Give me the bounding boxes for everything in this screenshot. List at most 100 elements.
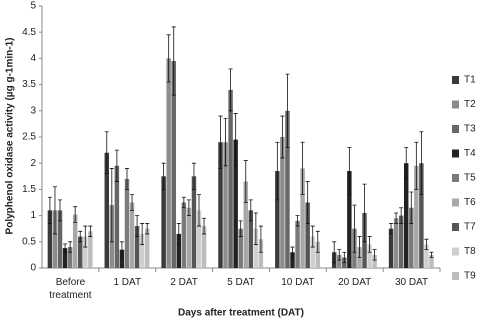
y-tick-label: 3 (30, 105, 36, 116)
bar (171, 61, 176, 268)
error-bar (342, 251, 347, 264)
bar (166, 58, 171, 269)
error-bar (367, 236, 372, 253)
error-bar (414, 141, 419, 190)
error-bar (228, 68, 233, 112)
y-tick-label: 0 (30, 263, 36, 274)
y-tick-label: 0.5 (22, 236, 36, 247)
y-tick-label: 2 (30, 158, 36, 169)
bar (223, 142, 228, 268)
bar (398, 215, 404, 268)
error-bar (135, 215, 140, 237)
error-bar (310, 225, 315, 248)
bar (315, 241, 320, 268)
error-bar (300, 141, 305, 196)
bar (337, 254, 342, 268)
x-tick-label: 30 DAT (394, 277, 429, 288)
error-bar (372, 249, 377, 261)
bar (161, 176, 166, 268)
bar (72, 214, 78, 268)
y-tick-label: 2.5 (22, 132, 36, 143)
error-bar (275, 141, 280, 201)
y-axis-title: Polyphenol oxidase activity (µg g-1min-1… (5, 38, 16, 235)
legend-label: T3 (464, 124, 476, 135)
legend-swatch (452, 247, 459, 256)
bar (186, 207, 192, 268)
error-bar (109, 168, 114, 243)
bar (300, 168, 305, 268)
error-bar (233, 113, 238, 167)
legend-label: T8 (464, 246, 476, 257)
legend-label: T4 (464, 148, 476, 159)
x-tick-label: 20 DAT (338, 277, 372, 288)
error-bar (114, 149, 119, 182)
bar (88, 231, 93, 268)
error-bar (124, 168, 129, 190)
bar (372, 254, 377, 268)
error-bar (243, 160, 248, 203)
bar (414, 165, 419, 268)
error-bar (119, 241, 124, 258)
error-bar (389, 223, 394, 235)
bar (280, 137, 285, 268)
legend-swatch (452, 272, 459, 280)
error-bar (419, 131, 424, 196)
error-bar (202, 217, 207, 235)
bar (228, 89, 233, 268)
error-bar (171, 26, 176, 96)
bar (129, 202, 135, 268)
legend-label: T2 (464, 99, 476, 110)
error-bar (285, 73, 290, 148)
error-bar (145, 223, 150, 235)
bar (218, 142, 223, 268)
bar (104, 152, 109, 268)
error-bar (58, 199, 63, 222)
bar (243, 181, 248, 268)
error-bar (83, 225, 88, 248)
error-bar (52, 186, 57, 235)
legend-swatch (452, 76, 459, 84)
bar (347, 171, 352, 268)
error-bar (238, 220, 243, 237)
bar (388, 228, 394, 268)
bar (114, 165, 120, 268)
bar (290, 252, 295, 268)
bar (393, 218, 399, 268)
y-tick-label: 4 (30, 53, 36, 64)
error-bar (337, 249, 342, 261)
bar (52, 210, 58, 268)
error-bar (181, 196, 186, 209)
bar (196, 210, 202, 268)
bar (233, 139, 238, 268)
bar (144, 228, 150, 268)
bar (67, 247, 73, 268)
bar (367, 244, 372, 268)
error-bar (186, 199, 191, 216)
error-bar (399, 207, 404, 224)
legend-label: T6 (464, 197, 476, 208)
legend-label: T1 (464, 75, 476, 86)
legend-swatch (452, 223, 459, 231)
bar (248, 210, 254, 268)
legend-swatch (452, 149, 459, 158)
bar (78, 236, 83, 268)
error-bar (352, 204, 357, 253)
bar (275, 171, 280, 268)
error-bar (88, 225, 93, 237)
error-bar (295, 215, 300, 227)
error-bar (68, 241, 73, 253)
error-bar (176, 223, 181, 245)
error-bar (258, 225, 263, 253)
bar (258, 239, 264, 268)
bar (124, 178, 130, 268)
error-bar (248, 199, 253, 222)
bar (409, 207, 414, 268)
error-bar (130, 194, 135, 211)
bar (62, 248, 68, 268)
error-bar (409, 191, 414, 224)
error-bar (78, 230, 83, 243)
error-bar (404, 147, 409, 180)
x-tick-label: 5 DAT (227, 277, 255, 288)
